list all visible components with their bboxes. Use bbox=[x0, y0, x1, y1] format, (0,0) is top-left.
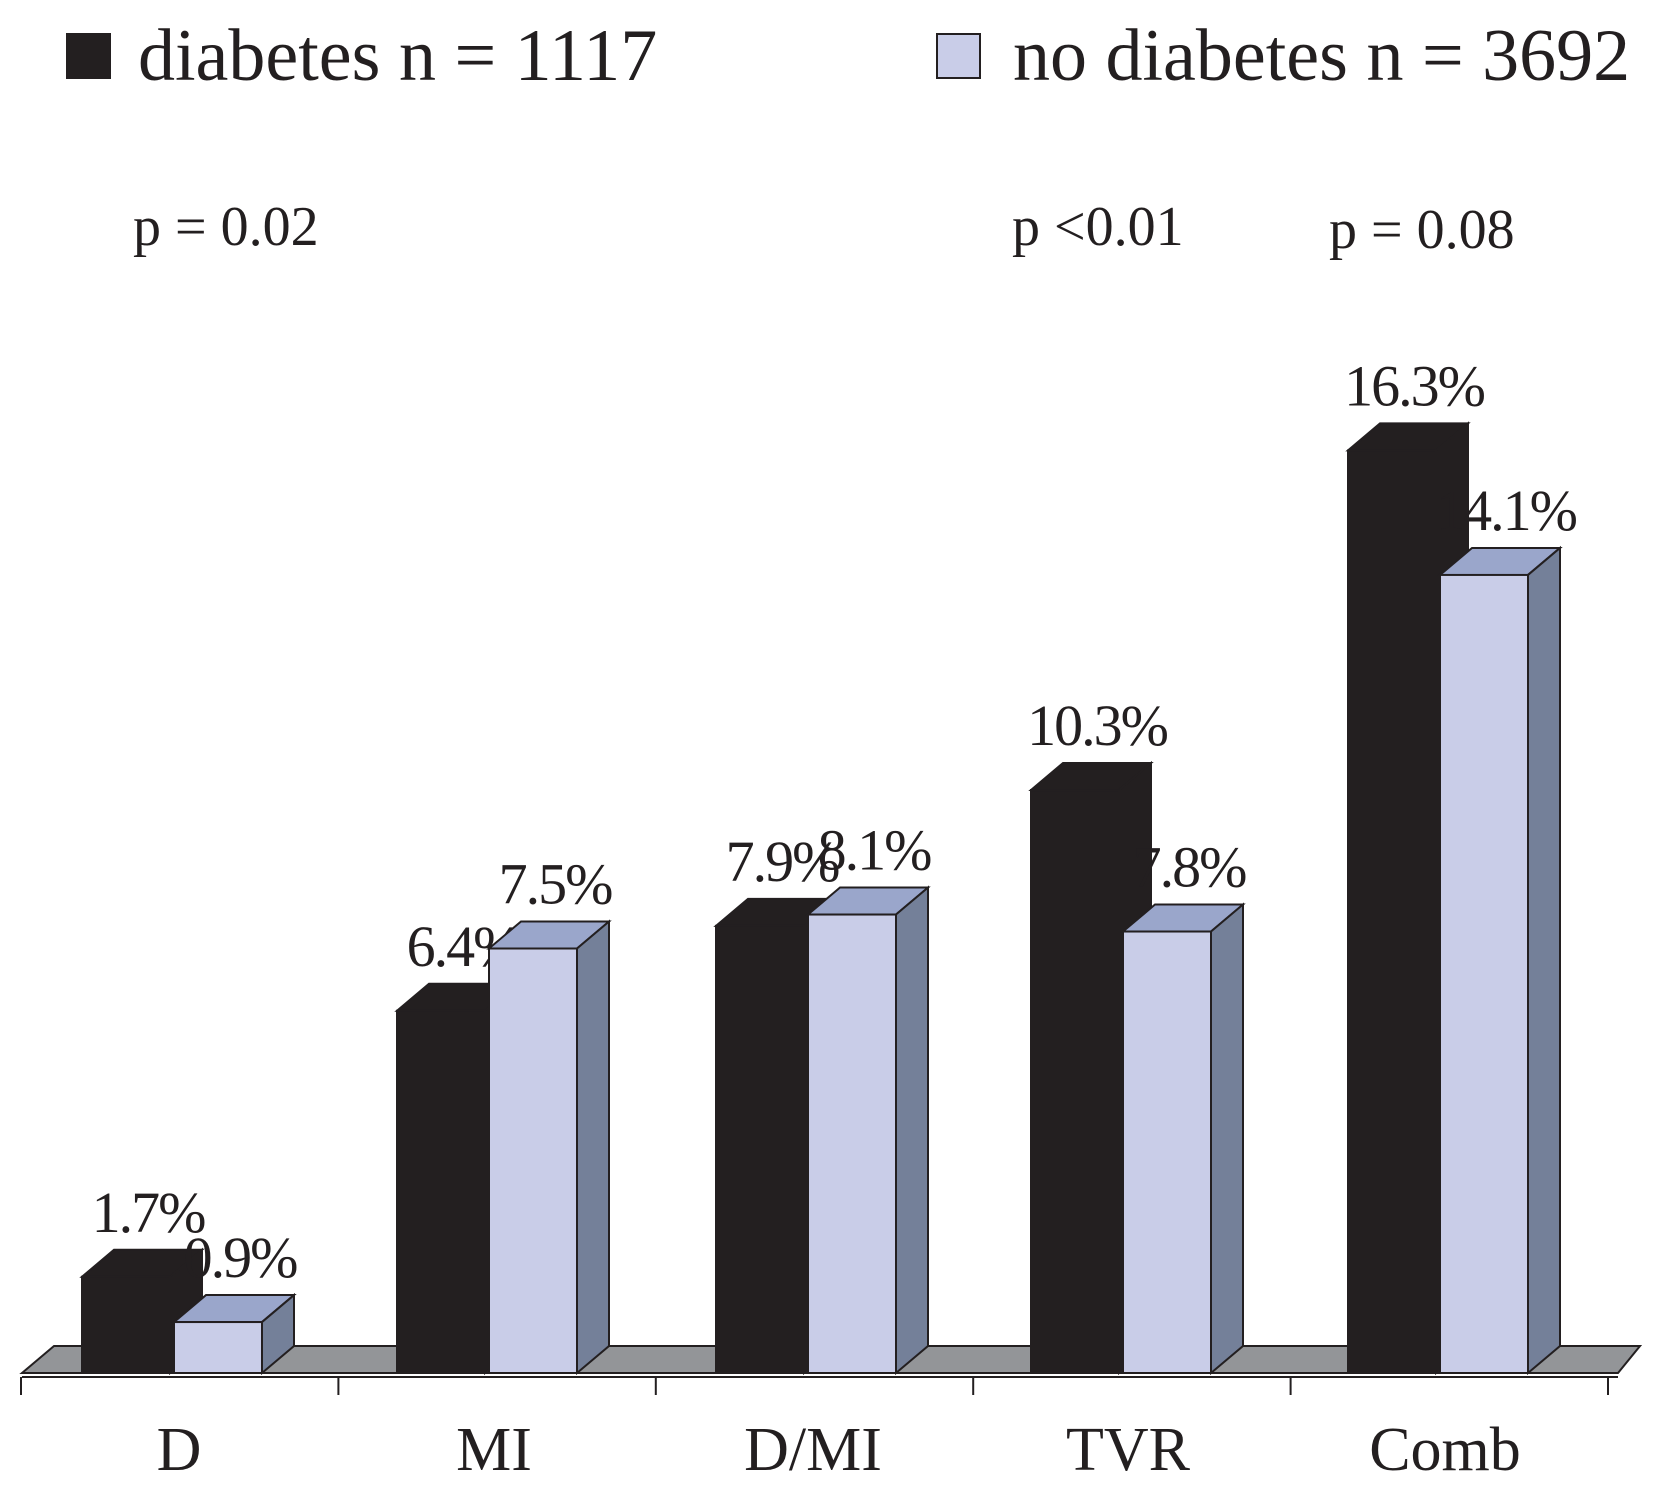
data-label: 0.9% bbox=[184, 1225, 298, 1290]
data-label: 7.9% bbox=[726, 829, 840, 894]
bar-side bbox=[1210, 902, 1244, 1376]
x-tick-label: D bbox=[157, 1416, 202, 1484]
bar-diabetes bbox=[1030, 789, 1120, 1374]
bar-group: 1.7%0.9% bbox=[79, 1180, 299, 1376]
bar-group: 7.9%8.1% bbox=[713, 818, 933, 1376]
data-label: 7.5% bbox=[499, 852, 613, 917]
legend-label-no-diabetes: no diabetes n = 3692 bbox=[1013, 15, 1630, 97]
bar-group: 16.3% 14.1% bbox=[1344, 353, 1579, 1376]
bar-group: 6.4%7.5% bbox=[394, 852, 614, 1376]
x-tick-label: Comb bbox=[1369, 1416, 1521, 1484]
bar-diabetes bbox=[1347, 449, 1437, 1375]
x-tick-label: D/MI bbox=[744, 1416, 882, 1484]
p-value-comb: p = 0.08 bbox=[1329, 199, 1515, 261]
p-value-tvr: p <0.01 bbox=[1012, 196, 1184, 258]
bar-side bbox=[1527, 545, 1561, 1376]
data-label: 16.3% bbox=[1344, 353, 1485, 418]
p-values: p = 0.02 p <0.01 p = 0.08 bbox=[133, 196, 1515, 261]
bar-diabetes bbox=[396, 1009, 486, 1374]
bar-no-diabetes bbox=[1122, 930, 1212, 1375]
x-tick-label: MI bbox=[456, 1416, 532, 1484]
bar-no-diabetes bbox=[488, 947, 578, 1374]
data-label: 7.8% bbox=[1133, 835, 1247, 900]
data-label: 1.7% bbox=[92, 1180, 206, 1245]
data-label: 10.3% bbox=[1027, 693, 1168, 758]
bar-diabetes bbox=[81, 1275, 171, 1375]
bar-no-diabetes bbox=[173, 1321, 263, 1375]
data-label: 14.1% bbox=[1436, 478, 1577, 543]
bars: 1.7%0.9% 6.4%7.5% 7.9%8.1% 10.3% 7.8% 16.3% 14… bbox=[79, 353, 1579, 1376]
bar-no-diabetes bbox=[807, 913, 897, 1374]
bar-side bbox=[576, 919, 610, 1376]
legend: diabetes n = 1117 no diabetes n = 3692 bbox=[66, 15, 1630, 97]
legend-swatch-diabetes bbox=[66, 33, 111, 79]
p-value-d: p = 0.02 bbox=[133, 196, 319, 258]
bar-side bbox=[895, 885, 929, 1376]
data-label: 8.1% bbox=[818, 818, 932, 883]
legend-swatch-no-diabetes bbox=[936, 33, 981, 79]
bar-diabetes bbox=[715, 924, 805, 1374]
bar-group: 10.3% 7.8% bbox=[1027, 693, 1248, 1376]
x-axis: D MI D/MI TVR Comb bbox=[20, 1376, 1618, 1484]
bar-no-diabetes bbox=[1439, 573, 1529, 1374]
legend-label-diabetes: diabetes n = 1117 bbox=[138, 15, 657, 97]
x-tick-label: TVR bbox=[1066, 1416, 1191, 1484]
